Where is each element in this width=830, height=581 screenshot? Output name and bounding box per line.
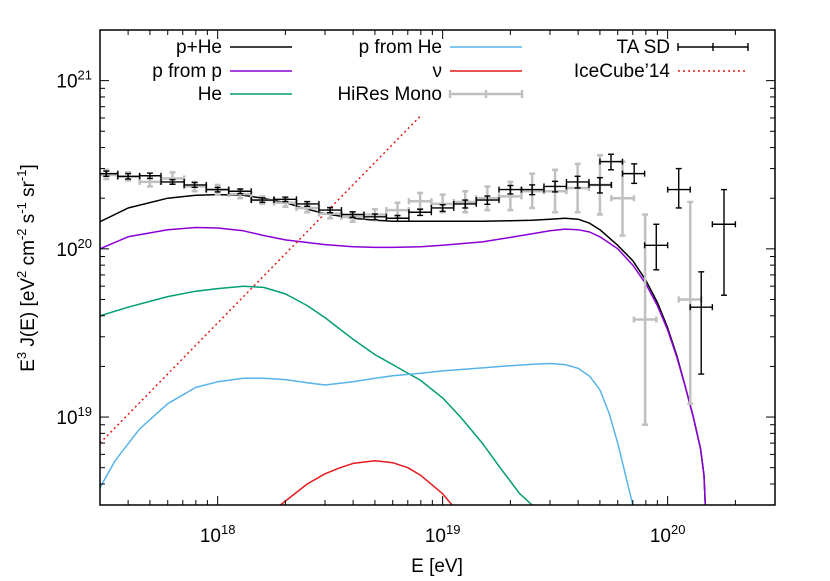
y-tick-label: 1020: [56, 236, 92, 261]
legend-item-p-from-he: p from He: [359, 37, 522, 58]
series-p-from-p-line: [100, 226, 707, 505]
series-icecube-14-line: [100, 115, 422, 444]
legend-item-icecube-14: IceCube’14: [574, 61, 748, 82]
x-tick-label: 1020: [650, 522, 686, 547]
x-axis-title: E [eV]: [411, 556, 463, 577]
ta-sd-data-point: [666, 167, 691, 209]
ta-sd-data-point: [588, 176, 613, 194]
x-tick-label: 1019: [425, 522, 461, 547]
ta-sd-data-point: [295, 200, 320, 208]
legend-label: ν: [433, 61, 443, 82]
legend-label: He: [198, 84, 222, 105]
legend-label: p+He: [176, 37, 222, 58]
legend-item-ta-sd: TA SD: [617, 37, 749, 58]
legend-label: IceCube’14: [574, 61, 671, 82]
y-tick-label: 1021: [56, 68, 92, 93]
ta-sd-data-point: [385, 214, 410, 222]
ta-sd-data-point: [621, 163, 646, 185]
legend-label: p from He: [359, 37, 442, 58]
ta-sd-data-point: [228, 188, 252, 195]
axis-ticks: 1018 1019 1020 1019 1020 1021: [56, 29, 776, 547]
hires-mono-data-point: [632, 213, 658, 426]
ta-sd-data-point: [565, 175, 590, 189]
ta-sd-data-point: [250, 197, 275, 204]
ta-sd-data-point: [273, 196, 298, 203]
series-he-line: [100, 285, 533, 505]
legend-label: HiRes Mono: [337, 84, 442, 105]
legend-item-he: He: [198, 84, 292, 105]
ta-sd-data-point: [408, 208, 433, 217]
x-tick-label: 1018: [200, 522, 236, 547]
ta-sd-data-point: [643, 223, 669, 271]
data-points: [100, 153, 737, 426]
legend-label: TA SD: [617, 37, 671, 58]
legend-item-nu: ν: [433, 61, 522, 82]
ta-sd-data-point: [138, 172, 162, 180]
y-tick-label: 1019: [56, 404, 92, 429]
series-p-from-he-line: [100, 362, 634, 505]
y-axis-title: E3 J(E) [eV2 cm-2 s-1 sr-1]: [14, 164, 39, 372]
legend-label: p from p: [152, 61, 222, 82]
legend-item-p-he: p+He: [176, 37, 292, 58]
ta-sd-data-point: [599, 153, 624, 171]
ta-sd-data-point: [430, 203, 455, 213]
legend-item-hires-mono: HiRes Mono: [337, 84, 524, 105]
ta-sd-data-point: [711, 188, 737, 296]
plot-frame: [99, 29, 776, 506]
ta-sd-data-point: [475, 195, 500, 205]
model-curves: [100, 115, 707, 505]
series-nu-line: [279, 459, 453, 505]
ta-sd-data-point: [453, 199, 477, 209]
ta-sd-data-point: [689, 271, 714, 375]
legend-item-p-from-p: p from p: [152, 61, 292, 82]
hires-mono-data-point: [385, 201, 411, 219]
